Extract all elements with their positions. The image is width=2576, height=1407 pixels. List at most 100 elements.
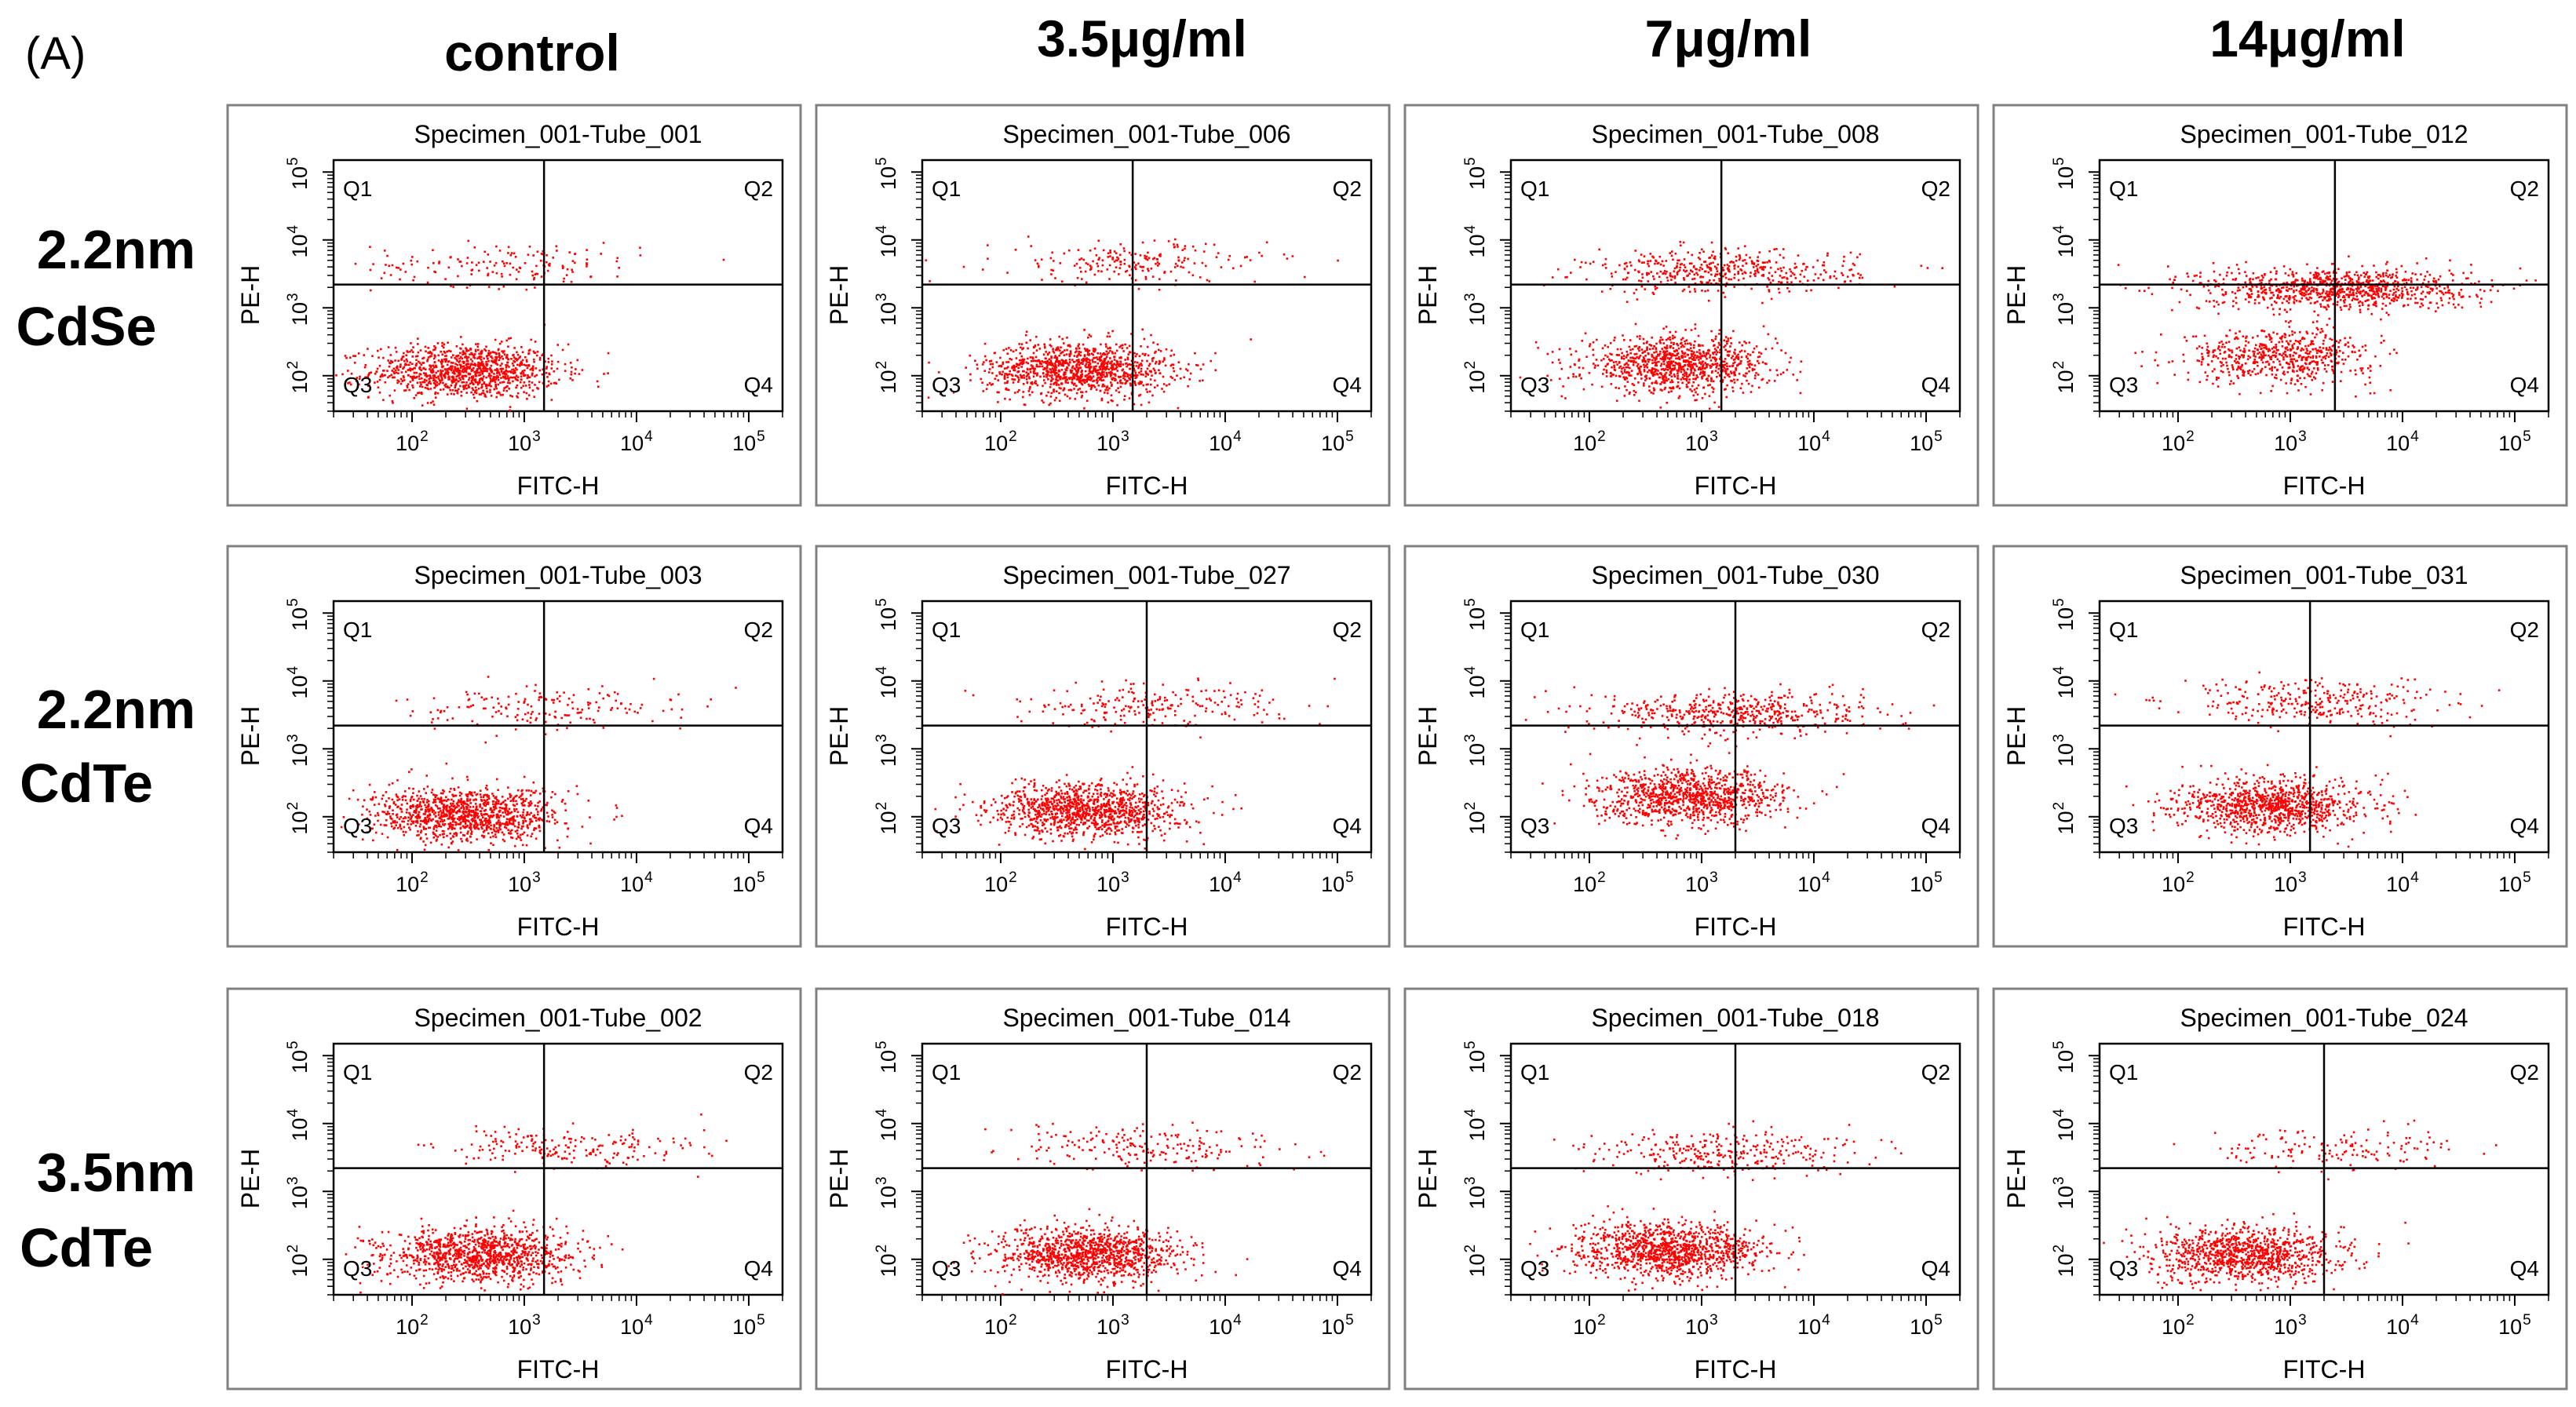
data-point: [545, 372, 548, 374]
data-point: [1034, 372, 1037, 375]
data-point: [1129, 374, 1132, 377]
data-point: [454, 367, 457, 370]
data-point: [1609, 352, 1611, 355]
data-point: [393, 372, 396, 375]
data-point: [1689, 342, 1691, 344]
data-point: [1713, 358, 1717, 360]
data-point: [405, 389, 407, 392]
data-point: [1605, 369, 1608, 372]
data-point: [1740, 355, 1743, 359]
data-point: [1717, 367, 1720, 370]
data-point: [1108, 335, 1111, 338]
data-point: [2282, 356, 2285, 359]
data-point: [1082, 363, 1084, 365]
x-tick-label: 102: [984, 428, 1017, 455]
data-point: [1636, 335, 1639, 338]
data-point: [1799, 280, 1801, 282]
data-point: [436, 384, 439, 386]
data-point: [392, 370, 396, 374]
data-point: [1677, 370, 1680, 373]
data-point: [2215, 355, 2217, 358]
data-point: [1920, 264, 1923, 268]
data-point: [349, 383, 352, 386]
data-point: [469, 373, 471, 376]
data-point: [1622, 366, 1625, 369]
data-point: [2206, 342, 2209, 344]
data-point: [1703, 261, 1706, 263]
data-point: [513, 372, 515, 374]
data-point: [347, 370, 349, 372]
data-point: [1217, 252, 1220, 254]
data-point: [1734, 352, 1736, 355]
data-point: [2265, 336, 2268, 338]
data-point: [467, 372, 470, 375]
data-point: [1133, 367, 1135, 370]
data-point: [1743, 350, 1746, 352]
data-point: [462, 360, 464, 363]
data-point: [457, 380, 459, 383]
data-point: [1749, 366, 1751, 369]
data-point: [1055, 384, 1058, 386]
data-point: [432, 249, 434, 252]
data-point: [1796, 379, 1798, 381]
data-point: [391, 370, 393, 372]
data-point: [1678, 387, 1681, 390]
data-point: [367, 376, 370, 378]
data-point: [1066, 348, 1068, 352]
data-point: [2308, 363, 2311, 366]
data-point: [1659, 336, 1662, 339]
data-point: [563, 277, 565, 280]
data-point: [2298, 354, 2301, 357]
data-point: [1020, 363, 1023, 365]
data-point: [376, 367, 379, 370]
data-point: [1610, 375, 1613, 377]
data-point: [1849, 251, 1852, 254]
data-point: [378, 392, 381, 394]
data-point: [489, 352, 492, 354]
data-point: [1199, 276, 1202, 279]
data-point: [2325, 334, 2327, 337]
data-point: [1652, 275, 1655, 278]
data-point: [570, 280, 573, 283]
data-point: [1698, 349, 1701, 352]
data-point: [2292, 355, 2294, 357]
data-point: [1673, 354, 1675, 357]
data-point: [1673, 343, 1675, 345]
data-point: [1859, 276, 1861, 279]
data-point: [1137, 366, 1140, 370]
data-point: [1631, 383, 1634, 385]
data-point: [1592, 354, 1595, 356]
data-point: [1638, 368, 1641, 370]
data-point: [1118, 346, 1121, 348]
data-point: [494, 376, 497, 378]
data-point: [1100, 374, 1102, 377]
data-point: [1016, 363, 1018, 365]
data-point: [2154, 359, 2156, 362]
data-point: [404, 370, 407, 374]
data-point: [473, 357, 476, 359]
data-point: [467, 239, 470, 242]
data-point: [443, 350, 445, 353]
data-point: [1725, 363, 1728, 365]
data-point: [533, 277, 535, 279]
data-point: [1683, 288, 1686, 291]
data-point: [1659, 406, 1662, 409]
data-point: [2296, 348, 2299, 351]
data-point: [2266, 360, 2269, 363]
data-point: [1079, 362, 1082, 365]
data-point: [2324, 336, 2326, 339]
data-point: [1206, 279, 1209, 282]
data-point: [1732, 261, 1735, 264]
data-point: [1672, 258, 1674, 261]
data-point: [1079, 377, 1082, 380]
data-point: [2293, 331, 2296, 334]
data-point: [1128, 363, 1131, 366]
data-point: [2304, 362, 2307, 365]
data-point: [1096, 262, 1098, 265]
data-point: [407, 351, 409, 353]
data-point: [2354, 351, 2356, 353]
data-point: [2286, 371, 2290, 374]
data-point: [1692, 346, 1695, 349]
data-point: [446, 368, 449, 370]
data-point: [1174, 238, 1177, 241]
